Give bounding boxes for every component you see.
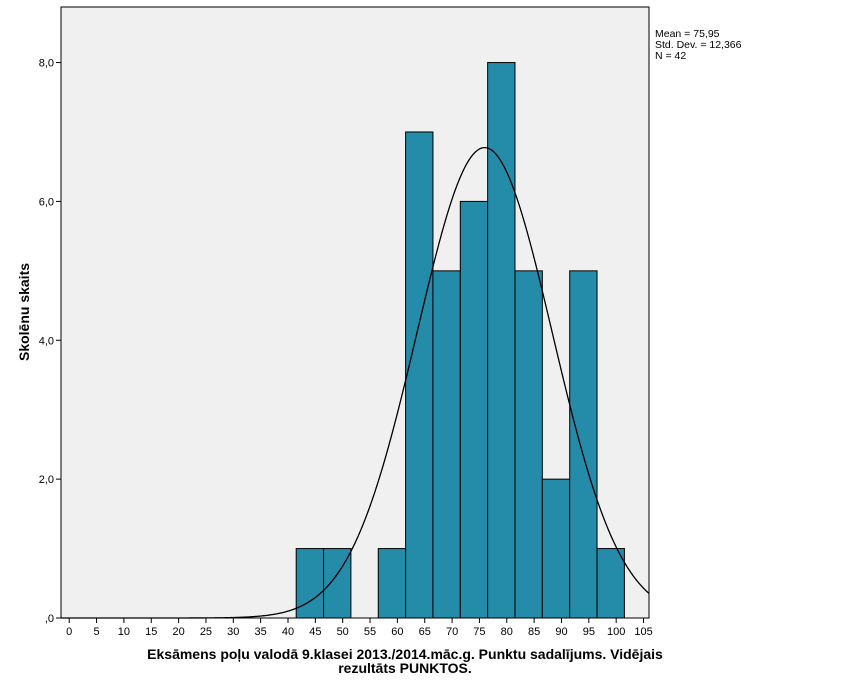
- histogram-bar-3: [377, 548, 407, 619]
- stat-n: N = 42: [655, 50, 687, 62]
- y-axis: ,0 2,0 4,0 6,0 8,0: [39, 58, 61, 625]
- x-tick-label-14: 70: [446, 626, 458, 638]
- y-tick-label-4: 8,0: [39, 58, 54, 70]
- x-tick-label-19: 95: [583, 626, 595, 638]
- x-tick-label-13: 65: [419, 626, 431, 638]
- x-axis-label-line-1: Eksāmens poļu valodā 9.klasei 2013./2014…: [147, 646, 663, 662]
- histogram-bar-10: [569, 270, 598, 619]
- y-tick-label-3: 6,0: [39, 196, 54, 208]
- stat-std-dev: Std. Dev. = 12,366: [655, 39, 742, 51]
- x-tick-label-4: 20: [172, 626, 184, 638]
- x-tick-label-7: 35: [255, 626, 267, 638]
- x-tick-label-6: 30: [227, 626, 239, 638]
- x-tick-label-0: 0: [66, 626, 72, 638]
- x-tick-label-20: 100: [607, 626, 625, 638]
- x-tick-label-21: 105: [634, 626, 652, 638]
- x-tick-label-8: 40: [282, 626, 294, 638]
- y-axis-label: Skolēnu skaits: [16, 263, 32, 361]
- y-tick-label-1: 2,0: [39, 474, 54, 486]
- x-tick-label-2: 10: [118, 626, 130, 638]
- histogram-bar-11: [596, 548, 625, 619]
- x-axis: 0 5 10 15 20 25 30 35 40 45 50 55 60 65 70 75 80 85 90 95 10…: [66, 618, 653, 638]
- stat-mean: Mean = 75,95: [655, 28, 720, 40]
- histogram-bar-5: [432, 270, 461, 619]
- x-tick-label-5: 25: [200, 626, 212, 638]
- y-tick-label-2: 4,0: [39, 335, 54, 347]
- x-tick-label-11: 55: [364, 626, 376, 638]
- x-tick-label-10: 50: [337, 626, 349, 638]
- normal-distribution-curve: [61, 146, 650, 619]
- histogram-bar-9: [541, 478, 571, 619]
- histogram-bars: [295, 62, 625, 619]
- x-axis-label: Eksāmens poļu valodā 9.klasei 2013./2014…: [45, 647, 765, 675]
- y-tick-label-0: ,0: [45, 613, 54, 625]
- histogram-bar-4: [405, 131, 434, 619]
- x-tick-label-3: 15: [145, 626, 157, 638]
- x-axis-label-line-2: rezultāts PUNKTOS.: [338, 660, 472, 676]
- x-tick-label-12: 60: [391, 626, 403, 638]
- statistics-box: Mean = 75,95 Std. Dev. = 12,366 N = 42: [655, 29, 742, 62]
- x-tick-label-17: 85: [528, 626, 540, 638]
- histogram-bar-0: [295, 548, 325, 619]
- histogram-bar-8: [514, 270, 543, 619]
- histogram-bar-6: [459, 200, 489, 619]
- x-tick-label-16: 80: [501, 626, 513, 638]
- x-tick-label-15: 75: [473, 626, 485, 638]
- x-tick-label-1: 5: [93, 626, 99, 638]
- histogram-bar-7: [487, 62, 516, 619]
- x-tick-label-9: 45: [309, 626, 321, 638]
- x-tick-label-18: 90: [555, 626, 567, 638]
